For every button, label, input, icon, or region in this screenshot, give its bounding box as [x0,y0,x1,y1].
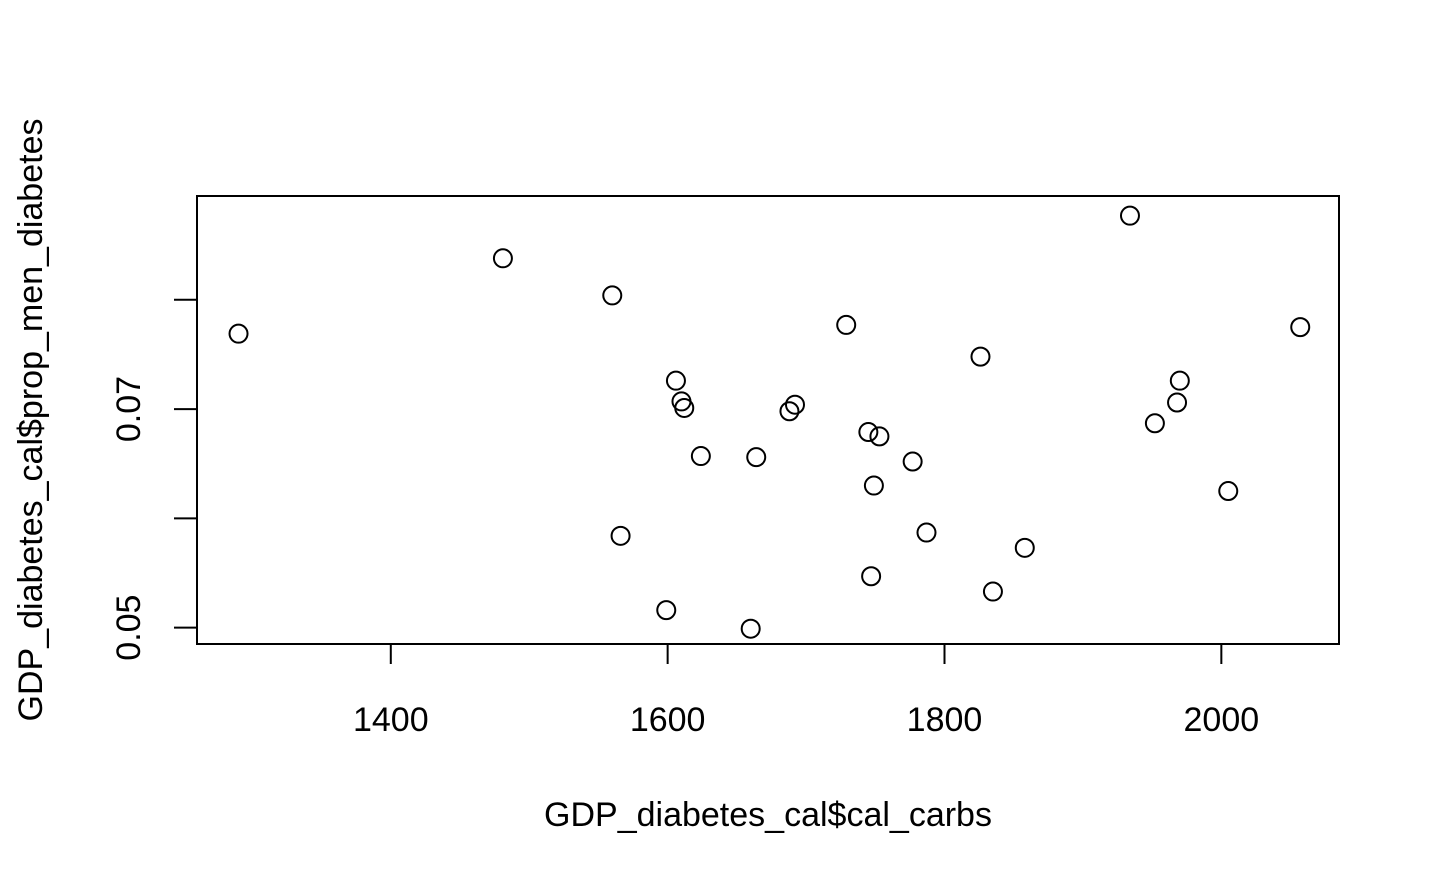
data-point [1169,370,1190,391]
data-point [1290,317,1311,338]
x-tick-label: 1400 [353,701,429,739]
y-axis-label: GDP_diabetes_cal$prop_men_diabetes [12,119,50,722]
data-point [916,522,937,543]
data-point [656,600,677,621]
data-point [784,394,805,415]
data-point [858,422,879,443]
data-point [779,401,800,422]
x-tick-label: 2000 [1184,701,1260,739]
data-point [1167,392,1188,413]
y-axis: 0.05 0.07 [110,298,198,661]
data-point [674,397,695,418]
data-point [1119,205,1140,226]
x-tick-label: 1800 [907,701,983,739]
data-point [869,426,890,447]
data-point [492,248,513,269]
data-point [746,447,767,468]
data-point [970,346,991,367]
data-point [690,446,711,467]
x-axis: 1400 1600 1800 2000 [353,643,1260,739]
y-tick-label: 0.05 [110,595,148,661]
data-point [982,581,1003,602]
data-point [228,323,249,344]
data-point [602,285,623,306]
data-point [1014,537,1035,558]
x-tick-label: 1600 [630,701,706,739]
data-point [863,475,884,496]
data-point [1218,481,1239,502]
data-point [861,566,882,587]
data-point [1144,413,1165,434]
x-axis-label: GDP_diabetes_cal$cal_carbs [544,796,992,834]
data-point [665,370,686,391]
data-point [740,618,761,639]
plot-frame [196,195,1340,645]
data-point [836,314,857,335]
data-point [610,525,631,546]
y-tick-label: 0.07 [110,376,148,442]
data-point [902,451,923,472]
data-points [228,205,1311,639]
